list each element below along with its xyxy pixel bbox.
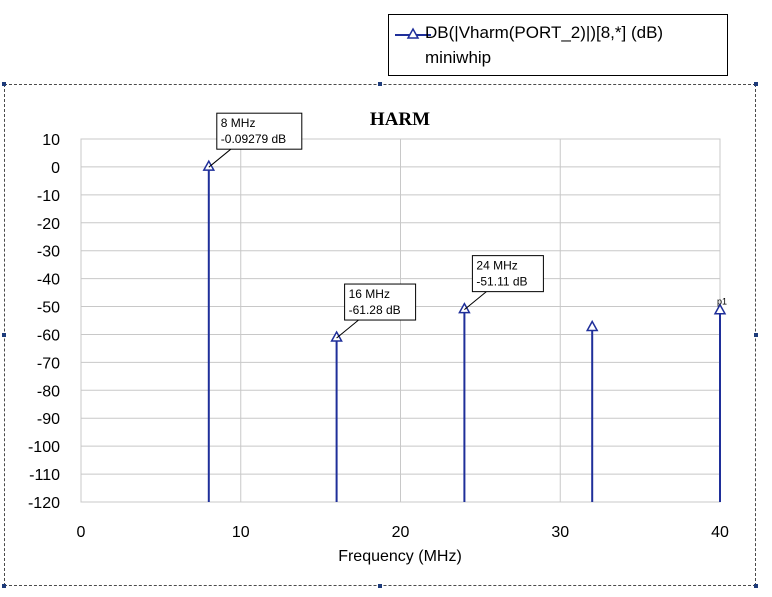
y-tick-labels: 10 0 -10 -20 -30 -40 -50 -60 -70 -80 -90 -100 -110 -1… (28, 132, 60, 512)
annotation-value: -0.09279 dB (221, 132, 286, 146)
annotation-box (471, 255, 544, 293)
y-tick-label: -10 (37, 188, 60, 205)
legend[interactable]: DB(|Vharm(PORT_2)|)[8,*] (dB) miniwhip (388, 14, 728, 76)
annotation-frequency: 24 MHz (476, 259, 517, 273)
x-tick-labels: 0 10 20 30 40 (77, 524, 729, 541)
annotation-value: -61.28 dB (349, 303, 401, 317)
series-stems: p1 (202, 159, 727, 502)
resize-handle-top-right[interactable] (754, 82, 758, 86)
y-tick-label: -110 (29, 467, 60, 484)
annotation-leader (336, 319, 359, 339)
x-tick-label: 40 (711, 524, 729, 541)
x-tick-label: 0 (77, 524, 86, 541)
y-tick-label: 10 (42, 132, 60, 149)
resize-handle-bottom-right[interactable] (754, 584, 758, 588)
marker-label-p1: p1 (717, 297, 727, 307)
y-tick-label: -120 (28, 495, 60, 512)
annotation-frequency: 16 MHz (349, 287, 390, 301)
chart-title: HARM (370, 109, 430, 130)
resize-handle-bottom-left[interactable] (2, 584, 6, 588)
y-tick-label: -20 (37, 216, 60, 233)
x-tick-label: 10 (232, 524, 250, 541)
resize-handle-bottom[interactable] (378, 584, 382, 588)
x-axis-label: Frequency (MHz) (338, 548, 462, 565)
y-tick-label: -80 (37, 383, 60, 400)
annotation-value: -51.11 dB (476, 275, 527, 289)
resize-handle-top-left[interactable] (2, 82, 6, 86)
y-tick-label: 0 (51, 160, 60, 177)
triangle-marker (585, 319, 599, 332)
legend-marker-icon (395, 27, 431, 39)
annotation-frequency: 8 MHz (221, 116, 256, 130)
y-tick-label: -90 (37, 411, 60, 428)
x-tick-label: 30 (551, 524, 569, 541)
resize-handle-right[interactable] (754, 333, 758, 337)
y-tick-label: -70 (37, 355, 60, 372)
annotation-leader (208, 148, 232, 168)
y-tick-label: -100 (28, 439, 60, 456)
x-tick-label: 20 (392, 524, 410, 541)
y-tick-label: -50 (37, 300, 60, 317)
legend-series-label: DB(|Vharm(PORT_2)|)[8,*] (dB) (425, 23, 664, 42)
annotations: 8 MHz -0.09279 dB 16 MHz -61.28 dB 24 MHz -51… (208, 112, 544, 339)
annotation-box (344, 283, 417, 321)
resize-handle-left[interactable] (2, 333, 6, 337)
annotation-box (216, 112, 303, 150)
resize-handle-top[interactable] (378, 82, 382, 86)
y-tick-label: -60 (37, 327, 60, 344)
y-tick-label: -30 (37, 244, 60, 261)
y-tick-label: -40 (37, 272, 60, 289)
triangle-marker (713, 303, 727, 315)
legend-subtitle: miniwhip (425, 48, 492, 67)
annotation-leader (464, 291, 487, 311)
